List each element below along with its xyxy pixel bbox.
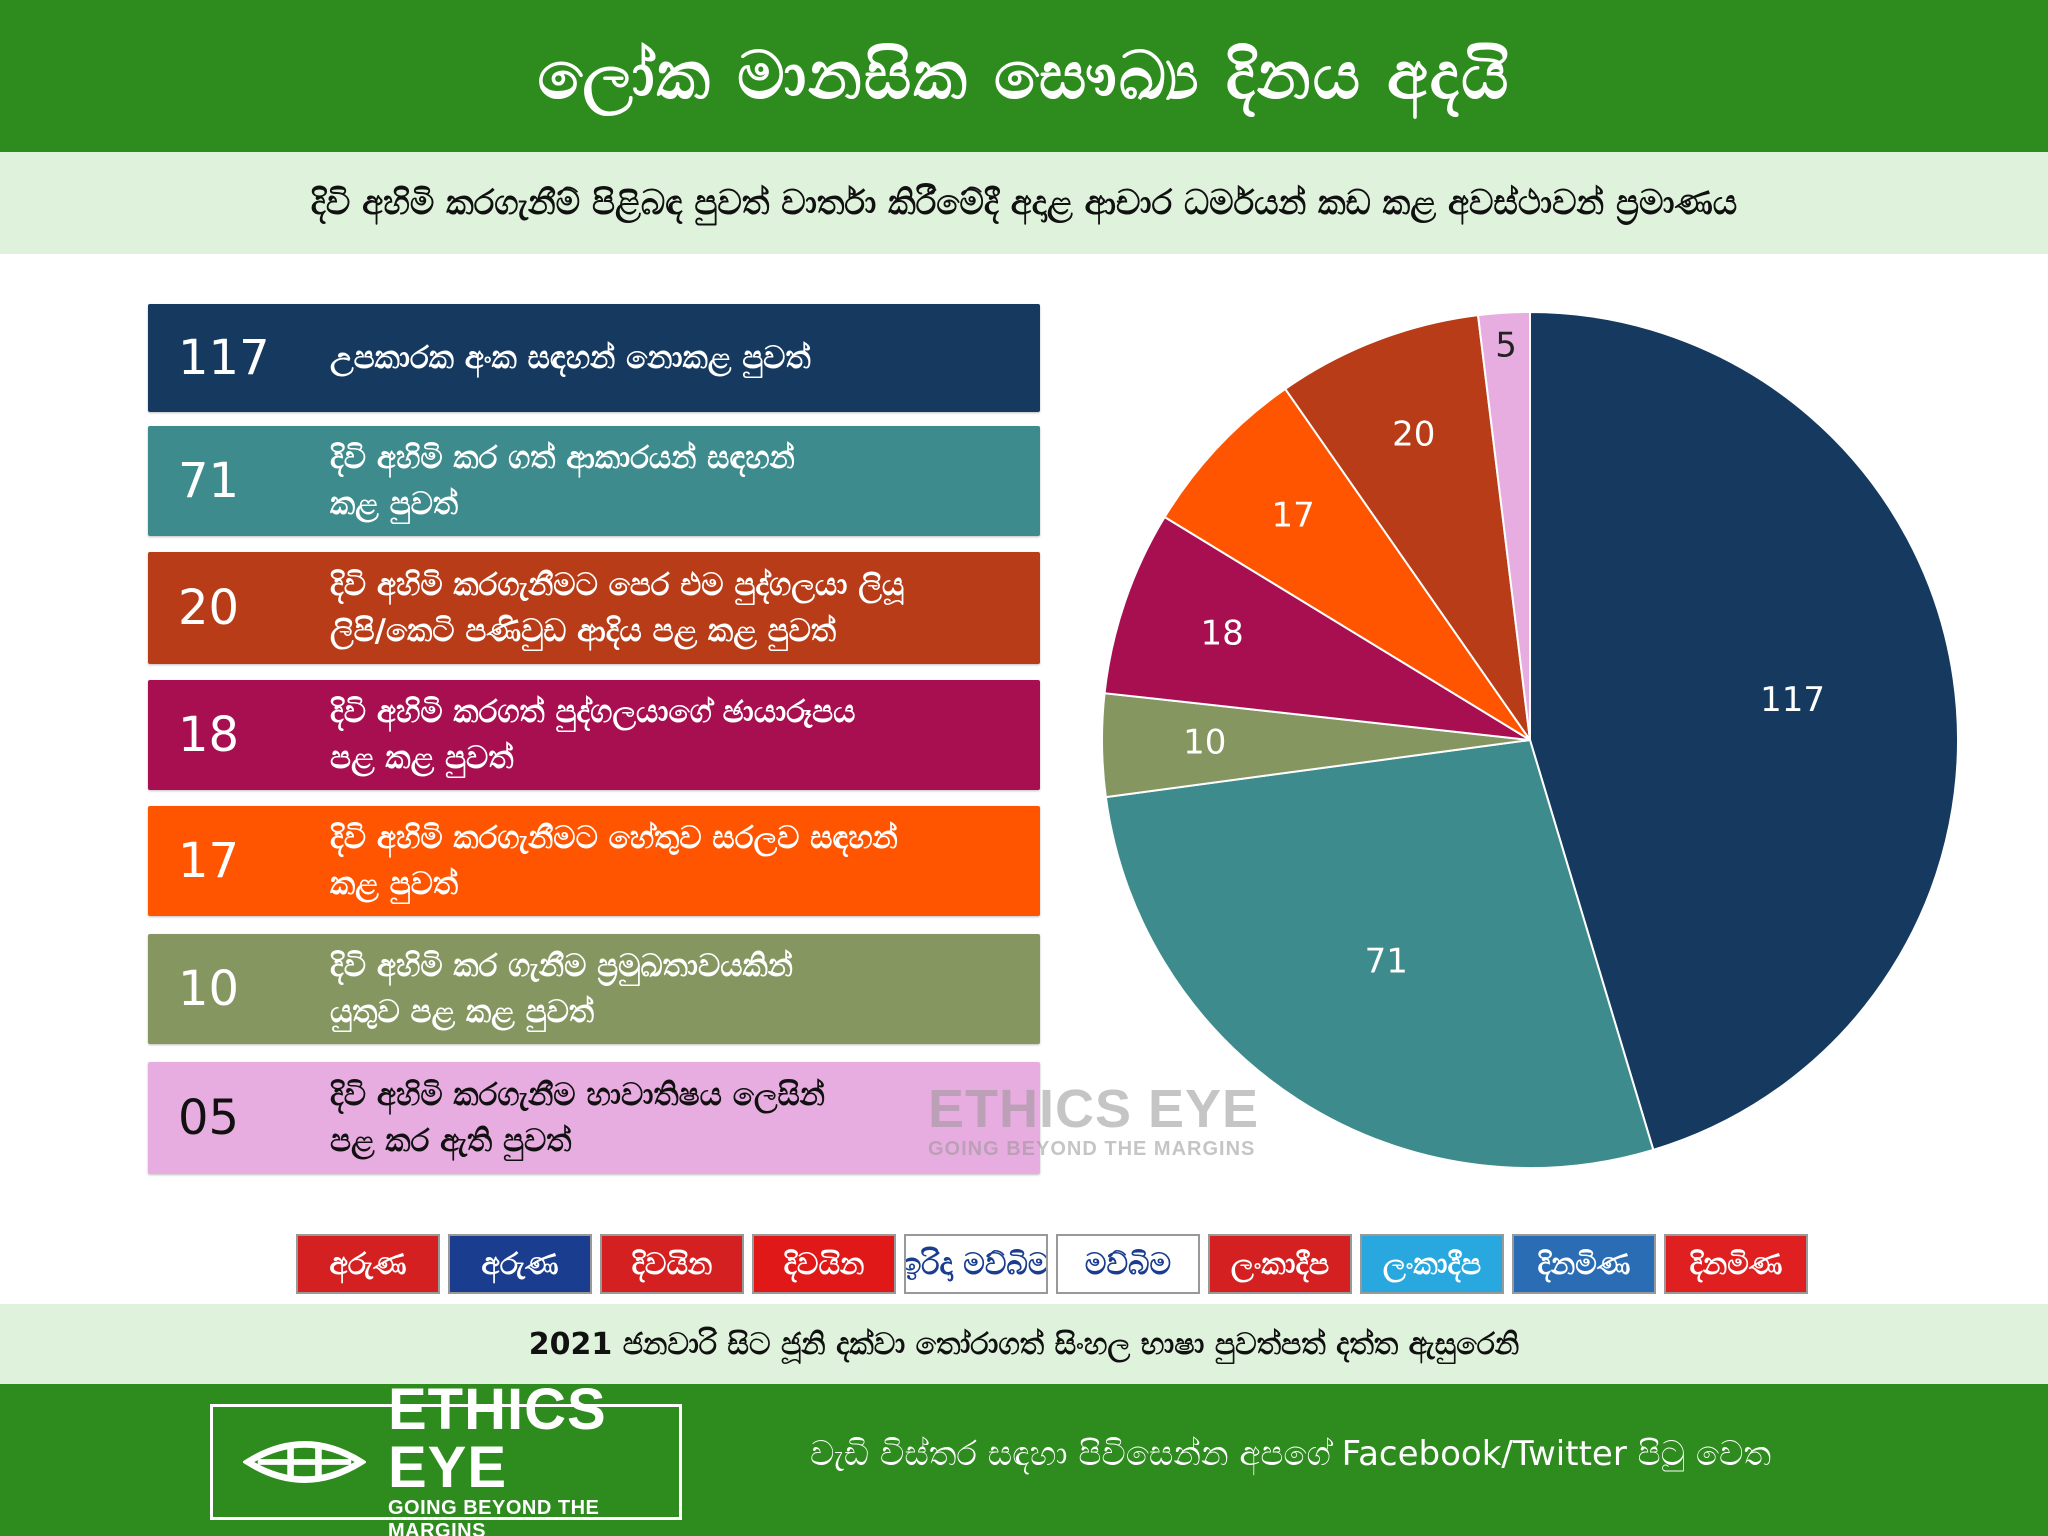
pie-slice: [1476, 310, 1531, 741]
legend-value: 10: [178, 961, 240, 1017]
pie-slice: [1529, 310, 1959, 1152]
legend-label: දිවි අහිමි කරගැනීමට පෙර එම පුද්ගලයා ලියූ…: [330, 562, 1040, 654]
chart-subtitle: දිවි අහිමි කරගැනීම් පිළිබඳ පුවත් වාර්තා …: [310, 183, 1738, 223]
legend-label: දිවි අහිමි කර ගත් ආකාරයන් සඳහන් කළ පුවත්: [330, 435, 1040, 527]
legend-value: 18: [178, 707, 240, 763]
newspaper-logo: අරුණ: [296, 1234, 440, 1294]
legend-label-line: කළ පුවත්: [330, 866, 459, 902]
legend-item: 117 උපකාරක අංක සඳහන් නොකළ පුවත්: [148, 304, 1040, 412]
legend-label-line: දිවි අහිමි කර ගත් ආකාරයන් සඳහන්: [330, 440, 795, 476]
newspaper-logo: අරුණ: [448, 1234, 592, 1294]
brand-logo: ETHICS EYE GOING BEYOND THE MARGINS: [210, 1381, 682, 1536]
legend-value: 05: [178, 1090, 240, 1146]
subtitle-band: දිවි අහිමි කරගැනීම් පිළිබඳ පුවත් වාර්තා …: [0, 152, 2048, 254]
legend-value: 71: [178, 453, 240, 509]
footer-band: ETHICS EYE GOING BEYOND THE MARGINS වැඩි…: [0, 1381, 2048, 1536]
newspaper-logo: මව්බිම: [1056, 1234, 1200, 1294]
legend-label-line: කළ පුවත්: [330, 486, 459, 522]
legend-label-line: ලිපි/කෙටි පණිවුඩ ආදිය පළ කළ පුවත්: [330, 613, 837, 649]
pie-label: 10: [1183, 722, 1226, 762]
pie-label: 20: [1392, 415, 1435, 455]
pie-label: 5: [1495, 325, 1517, 365]
legend-label: උපකාරක අංක සඳහන් නොකළ පුවත්: [330, 335, 1040, 381]
newspaper-logo: දිනමිණ: [1664, 1234, 1808, 1294]
legend-label-line: දිවි අහිමි කරගැනීම හාවාතිෂය ලෙසින්: [330, 1077, 825, 1113]
pie-slice: [1283, 314, 1531, 741]
brand-tagline: GOING BEYOND THE MARGINS: [388, 1497, 600, 1536]
legend-label-line: දිවි අහිමි කරගැනීමට පෙර එම පුද්ගලයා ලියූ: [330, 567, 905, 603]
legend-label-line: දිවි අහිමි කරගත් පුද්ගලයාගේ ඡායාරූපය: [330, 694, 856, 730]
pie-label: 71: [1365, 942, 1408, 982]
legend-label: දිවි අහිමි කර ගැනීම ප්‍රමුඛතාවයකින් යුතුව…: [330, 943, 1040, 1035]
legend-item: 17 දිවි අහිමි කරගැනීමට හේතුව සරලව සඳහන් ක…: [148, 806, 1040, 916]
newspaper-logo: ඉරිදා මව්බිම: [904, 1234, 1048, 1294]
pie-label: 117: [1760, 680, 1825, 720]
watermark: ETHICS EYE GOING BEYOND THE MARGINS: [928, 1080, 1259, 1161]
newspaper-logo: දිවයින: [752, 1234, 896, 1294]
legend-label-line: දිවි අහිමි කර ගැනීම ප්‍රමුඛතාවයකින්: [330, 948, 793, 984]
pie-label: 17: [1271, 496, 1314, 536]
source-band: 2021 ජනවාරි සිට ජූනි දක්වා තෝරාගත් සිංහල…: [0, 1304, 2048, 1384]
top-banner: ලෝක මානසික සෞඛ්‍ය දිනය අදයි: [0, 0, 2048, 152]
legend-item: 18 දිවි අහිමි කරගත් පුද්ගලයාගේ ඡායාරූපය ප…: [148, 680, 1040, 790]
legend-label-line: පළ කර ඇති පුවත්: [330, 1123, 572, 1159]
legend-label-line: දිවි අහිමි කරගැනීමට හේතුව සරලව සඳහන්: [330, 820, 898, 856]
page-title: ලෝක මානසික සෞඛ්‍ය දිනය අදයි: [537, 36, 1511, 114]
brand-name: ETHICS EYE: [388, 1377, 607, 1500]
footer-note: වැඩි විස්තර සඳහා පිවිසෙන්න අපගේ Facebook…: [810, 1434, 1772, 1474]
pie-slice: [1103, 515, 1531, 741]
legend-label: දිවි අහිමි කරගත් පුද්ගලයාගේ ඡායාරූපය පළ ක…: [330, 689, 1040, 781]
pie-chart: 117 71 10 18 17 20 5: [1101, 310, 1959, 1169]
legend-label-line: යුතුව පළ කළ පුවත්: [330, 994, 595, 1030]
newspaper-logo: දිවයින: [600, 1234, 744, 1294]
legend-item: 20 දිවි අහිමි කරගැනීමට පෙර එම පුද්ගලයා ල…: [148, 552, 1040, 664]
legend-item: 10 දිවි අහිමි කර ගැනීම ප්‍රමුඛතාවයකින් යු…: [148, 934, 1040, 1044]
legend-item: 71 දිවි අහිමි කර ගත් ආකාරයන් සඳහන් කළ පුව…: [148, 426, 1040, 536]
pie-slice: [1163, 387, 1531, 741]
legend-value: 20: [178, 580, 240, 636]
newspaper-logo: දිනමිණ: [1512, 1234, 1656, 1294]
pie-label: 18: [1201, 613, 1244, 653]
newspaper-logo: ලංකාදීප: [1208, 1234, 1352, 1294]
watermark-tagline: GOING BEYOND THE MARGINS: [928, 1138, 1256, 1160]
source-note: 2021 ජනවාරි සිට ජූනි දක්වා තෝරාගත් සිංහල…: [528, 1326, 1520, 1362]
legend-label-line: පළ කළ පුවත්: [330, 740, 514, 776]
legend-value: 117: [178, 330, 270, 386]
newspaper-logo: ලංකාදීප: [1360, 1234, 1504, 1294]
legend-label: දිවි අහිමි කරගැනීම හාවාතිෂය ලෙසින් පළ කර …: [330, 1072, 1040, 1164]
watermark-title: ETHICS EYE: [928, 1079, 1260, 1139]
newspaper-logos: අරුණ අරුණ දිවයින දිවයින ඉරිදා මව්බිම මව්බිම ලං…: [296, 1234, 1808, 1294]
pie-slice: [1104, 738, 1655, 1169]
eye-icon: [243, 1441, 366, 1483]
legend-label-line: උපකාරක අංක සඳහන් නොකළ පුවත්: [330, 340, 811, 376]
legend-label: දිවි අහිමි කරගැනීමට හේතුව සරලව සඳහන් කළ ප…: [330, 815, 1040, 907]
legend-item: 05 දිවි අහිමි කරගැනීම හාවාතිෂය ලෙසින් පළ …: [148, 1062, 1040, 1174]
legend-value: 17: [178, 833, 240, 889]
